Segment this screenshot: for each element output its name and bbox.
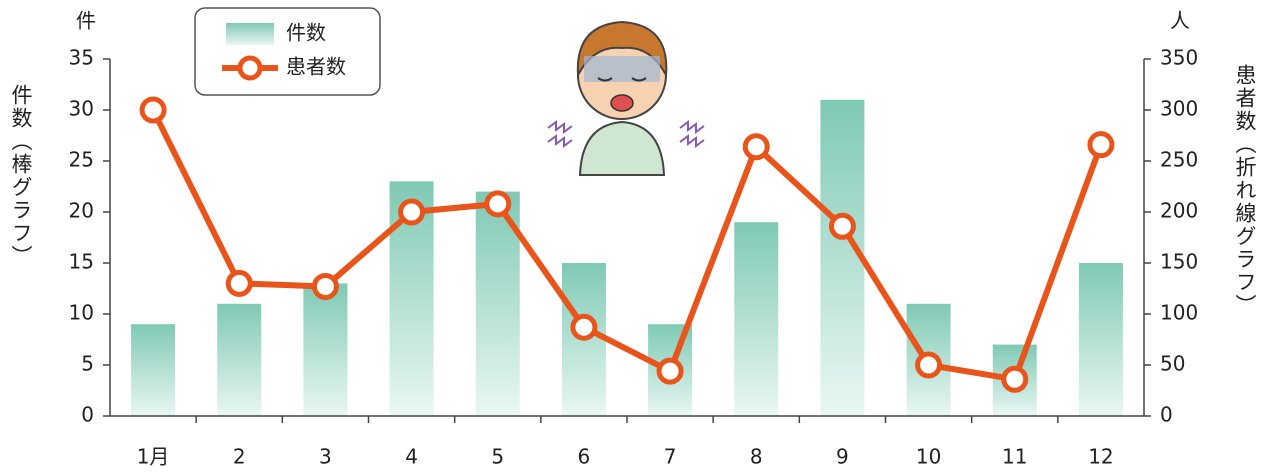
y2-tick-label: 200 <box>1160 199 1198 223</box>
x-tick-label: 8 <box>750 445 763 469</box>
y-axis-title: 件数（棒グラフ） <box>10 84 31 268</box>
y-tick-label: 5 <box>81 352 94 376</box>
bar <box>217 304 261 416</box>
legend-marker <box>240 58 260 78</box>
y2-tick-label: 150 <box>1160 250 1198 274</box>
y2-unit: 人 <box>1170 9 1190 33</box>
x-tick-label: 12 <box>1088 445 1113 469</box>
y2-tick-label: 300 <box>1160 97 1198 121</box>
line-marker <box>918 354 940 376</box>
x-tick-label: 9 <box>836 445 849 469</box>
x-tick-label: 1月 <box>137 445 170 469</box>
x-tick-label: 3 <box>319 445 332 469</box>
x-tick-label: 6 <box>578 445 591 469</box>
line-marker <box>314 275 336 297</box>
legend-label: 患者数 <box>286 55 346 79</box>
y2-tick-label: 50 <box>1160 352 1185 376</box>
line-marker <box>228 272 250 294</box>
line-marker <box>745 136 767 158</box>
x-tick-label: 5 <box>491 445 504 469</box>
line-marker <box>401 201 423 223</box>
y-tick-label: 35 <box>69 46 94 70</box>
x-tick-label: 10 <box>916 445 941 469</box>
x-tick-label: 7 <box>664 445 677 469</box>
y-unit: 件 <box>76 9 96 33</box>
bar <box>1079 263 1123 416</box>
line-marker <box>487 193 509 215</box>
illustration <box>548 22 704 175</box>
line-marker <box>659 360 681 382</box>
line-marker <box>1090 134 1112 156</box>
bar <box>734 222 778 416</box>
y2-axis-title: 患者数（折れ線グラフ） <box>1234 64 1255 317</box>
bar <box>131 324 175 416</box>
x-tick-label: 11 <box>1002 445 1027 469</box>
page: 件 人 051015202530350501001502002503003501… <box>0 0 1269 472</box>
x-tick-label: 2 <box>233 445 246 469</box>
chart: 件 人 051015202530350501001502002503003501… <box>0 0 1269 472</box>
y-tick-label: 0 <box>81 403 94 427</box>
legend-label: 件数 <box>286 21 326 45</box>
y-tick-label: 30 <box>69 97 94 121</box>
legend-swatch <box>226 23 274 45</box>
y2-tick-label: 250 <box>1160 148 1198 172</box>
bar <box>303 283 347 416</box>
y2-tick-label: 0 <box>1160 403 1173 427</box>
bar <box>820 100 864 416</box>
y-tick-label: 20 <box>69 199 94 223</box>
y-tick-label: 10 <box>69 301 94 325</box>
x-tick-label: 4 <box>405 445 418 469</box>
line-marker <box>1004 368 1026 390</box>
y2-tick-label: 350 <box>1160 46 1198 70</box>
line-marker <box>142 99 164 121</box>
line-marker <box>573 316 595 338</box>
y-tick-label: 25 <box>69 148 94 172</box>
y-tick-label: 15 <box>69 250 94 274</box>
line-marker <box>831 215 853 237</box>
y2-tick-label: 100 <box>1160 301 1198 325</box>
